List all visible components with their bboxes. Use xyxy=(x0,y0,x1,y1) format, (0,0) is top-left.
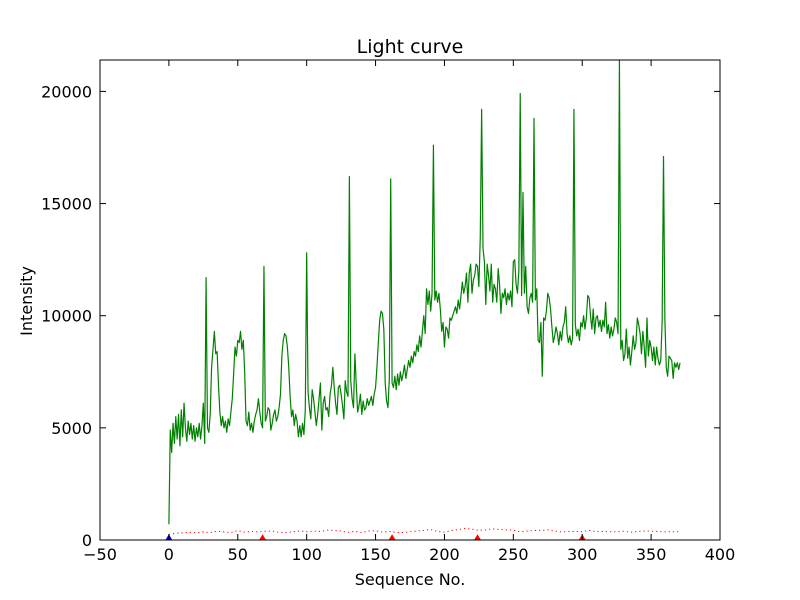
y-axis-label: Intensity xyxy=(17,266,36,336)
x-tick-label: 200 xyxy=(429,545,460,564)
y-tick-label: 15000 xyxy=(41,195,92,214)
x-tick-label: 50 xyxy=(228,545,248,564)
x-tick-label: 100 xyxy=(291,545,322,564)
plot-frame xyxy=(99,59,721,541)
y-tick-label: 0 xyxy=(82,531,92,550)
y-tick-label: 5000 xyxy=(51,419,92,438)
x-tick-label: 350 xyxy=(636,545,667,564)
series-0-line xyxy=(168,59,681,525)
y-tick-label: 20000 xyxy=(41,82,92,101)
x-tick-label: 250 xyxy=(498,545,529,564)
x-axis-label: Sequence No. xyxy=(355,570,466,589)
x-tick-label: 150 xyxy=(360,545,391,564)
y-tick-label: 10000 xyxy=(41,307,92,326)
axis-ticks: −50 0 50 100 150 200 250 300 350 4000500010000150… xyxy=(41,60,735,564)
x-tick-label: 0 xyxy=(164,545,174,564)
series-1-line xyxy=(168,527,679,535)
x-tick-label: 400 xyxy=(705,545,736,564)
x-tick-label: 300 xyxy=(567,545,598,564)
chart-title: Light curve xyxy=(357,36,464,58)
plot-area xyxy=(165,59,681,541)
x-tick-label: −50 xyxy=(83,545,117,564)
